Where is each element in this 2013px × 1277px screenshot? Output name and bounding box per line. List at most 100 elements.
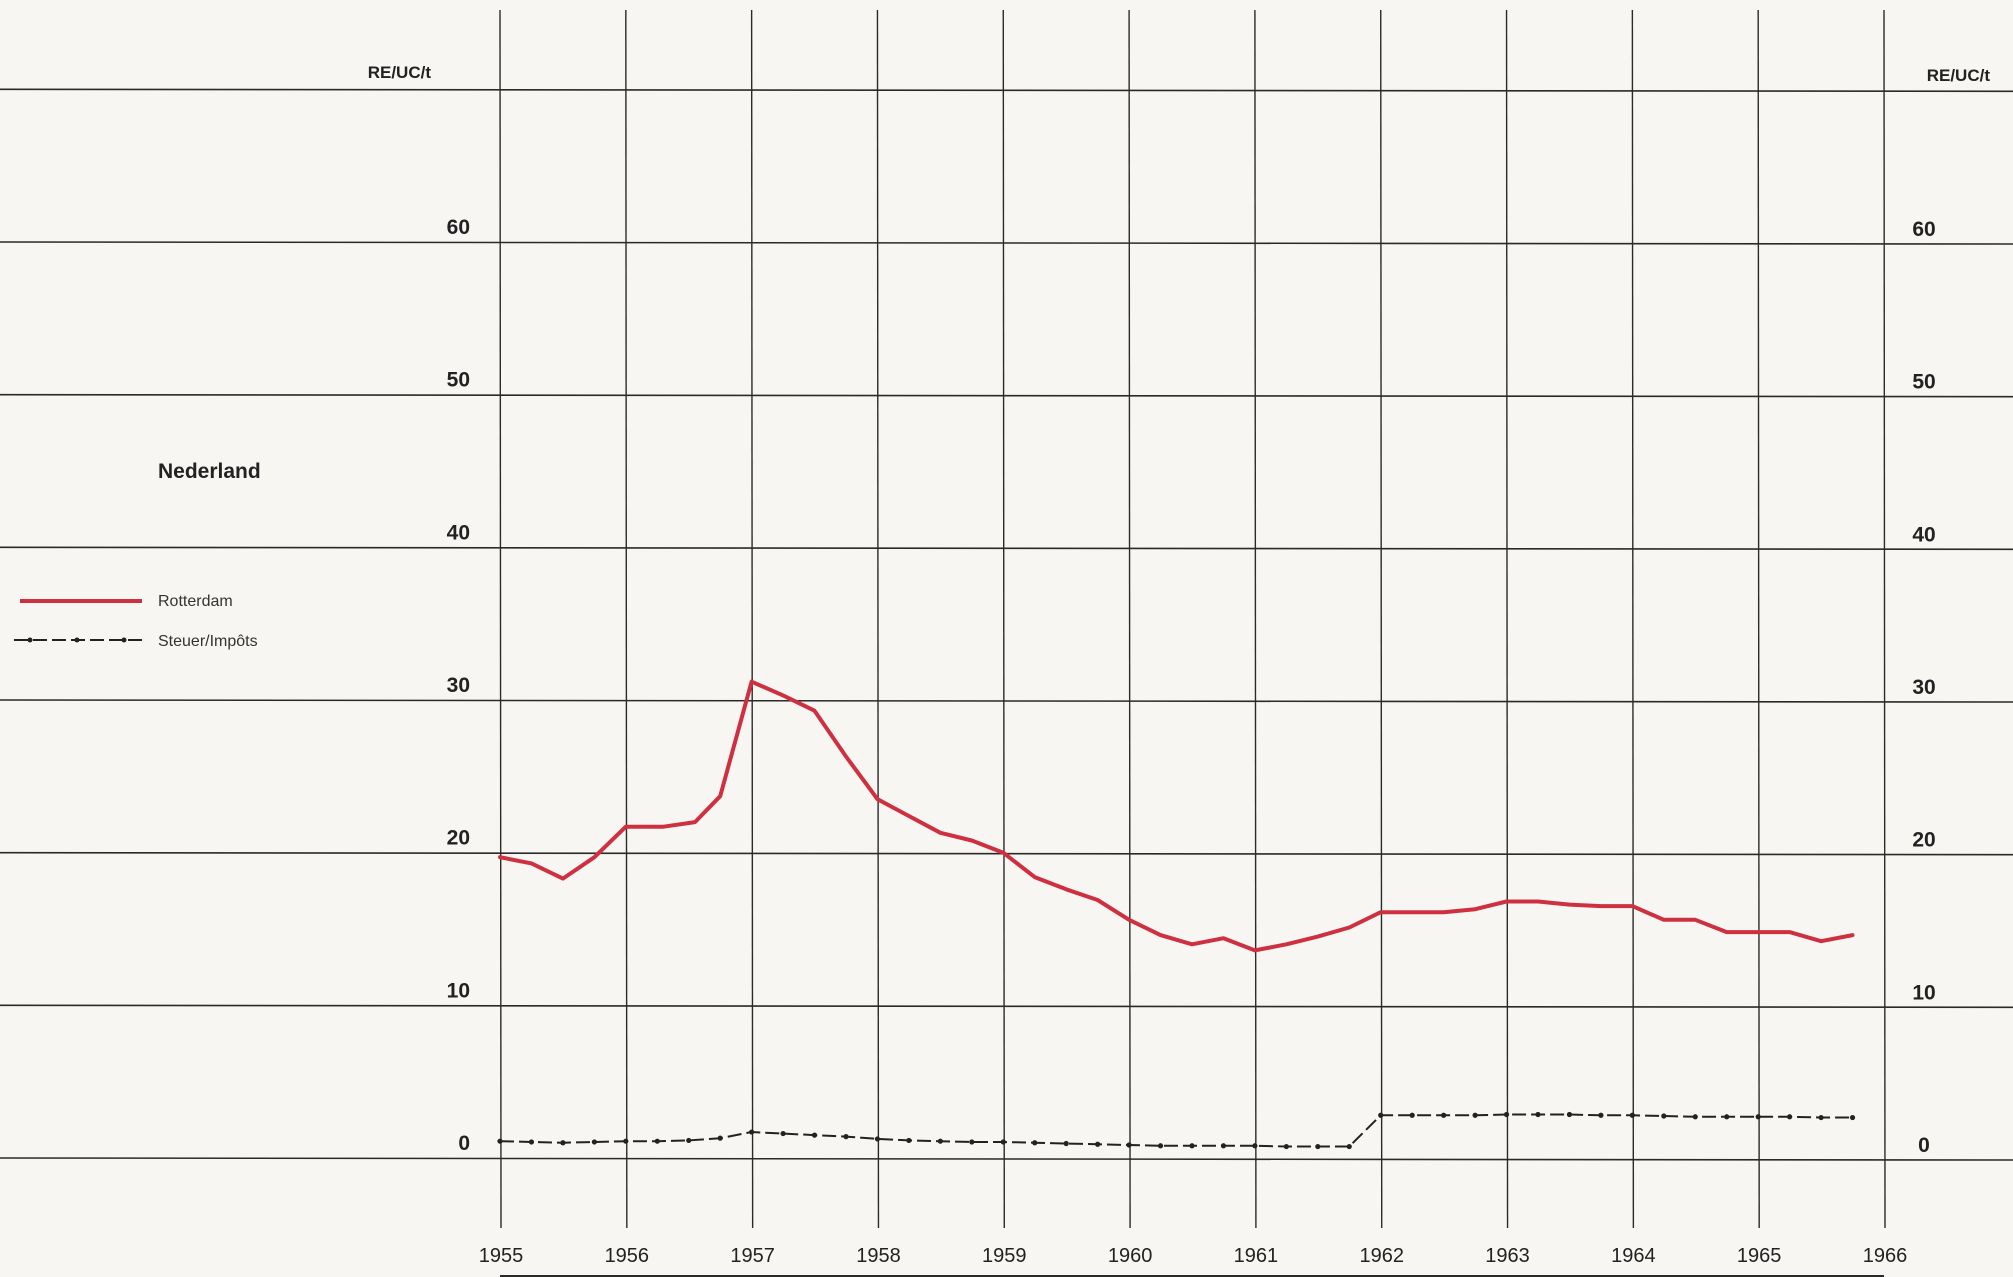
tax-point	[1503, 1111, 1510, 1118]
tax-point	[906, 1137, 912, 1144]
tax-point	[1095, 1141, 1101, 1147]
tax-point	[969, 1139, 975, 1145]
legend-label-rotterdam: Rotterdam	[158, 593, 233, 610]
v-gridline	[1380, 9, 1383, 1229]
legend-tax-dot	[121, 637, 127, 643]
v-gridline	[1002, 9, 1005, 1229]
tax-point	[1252, 1143, 1258, 1149]
legend: Rotterdam Steuer/Impôts	[14, 593, 258, 650]
x-tick-label: 1965	[1737, 1245, 1782, 1267]
y-tick-label-right: 0	[1918, 1134, 1930, 1157]
tax-point	[1849, 1114, 1856, 1121]
tax-point	[843, 1134, 849, 1140]
legend-tax-dot	[27, 637, 33, 643]
x-tick-label: 1962	[1359, 1245, 1404, 1267]
v-gridline	[750, 9, 754, 1229]
tax-point	[1598, 1112, 1604, 1118]
y-tick-label-left: 10	[447, 979, 470, 1002]
y-tick-label-left: 30	[447, 674, 470, 697]
y-axis-left-ticks: 0 10 20 30 40 50 60	[447, 216, 470, 1155]
v-gridline	[1757, 9, 1760, 1229]
v-gridline	[1883, 9, 1886, 1229]
tax-point	[1472, 1112, 1478, 1118]
v-gridline	[625, 9, 628, 1229]
tax-point	[874, 1136, 881, 1142]
legend-tax-dot	[74, 637, 80, 643]
horizontal-gridlines	[0, 88, 2013, 1161]
x-tick-label: 1959	[982, 1245, 1027, 1267]
tax-point	[1000, 1139, 1006, 1145]
series-layer	[497, 679, 1856, 1150]
x-axis-ticks: 1955 1956 1957 1958 1959 1960 1961 1962 1963 1964…	[479, 1245, 1908, 1267]
h-gridline	[0, 88, 2013, 93]
y-axis-right-unit: RE/UC/t	[1927, 66, 1991, 85]
tax-point	[1220, 1143, 1227, 1149]
y-tick-label-right: 40	[1912, 523, 1935, 546]
v-gridline	[1631, 9, 1635, 1229]
y-tick-label-right: 10	[1912, 981, 1935, 1004]
y-tick-label-left: 20	[447, 827, 470, 850]
tax-point	[1535, 1111, 1541, 1118]
x-tick-label: 1955	[479, 1245, 524, 1267]
tax-point	[1126, 1142, 1132, 1148]
tax-point	[811, 1132, 818, 1138]
series-line-tax	[499, 1113, 1853, 1148]
tax-point	[1755, 1114, 1761, 1120]
tax-point	[749, 1129, 755, 1135]
x-tick-label: 1963	[1485, 1245, 1530, 1267]
tax-point	[591, 1139, 597, 1145]
x-tick-label: 1964	[1611, 1245, 1656, 1267]
tax-point	[1818, 1114, 1824, 1121]
tax-point	[654, 1138, 660, 1144]
v-gridline	[876, 9, 880, 1229]
h-gridline	[0, 1157, 2013, 1161]
y-axis-left-unit: RE/UC/t	[368, 63, 432, 82]
tax-point	[1063, 1140, 1069, 1147]
tax-point	[1378, 1112, 1384, 1118]
h-gridline	[0, 393, 2013, 398]
v-gridline	[1254, 9, 1257, 1229]
tax-point	[686, 1137, 692, 1144]
tax-point	[717, 1135, 723, 1141]
tax-point	[1283, 1143, 1289, 1150]
x-tick-label: 1960	[1108, 1245, 1153, 1267]
x-tick-label: 1957	[730, 1245, 775, 1267]
tax-point	[937, 1138, 943, 1144]
tax-point	[1787, 1114, 1793, 1120]
tax-point	[1157, 1143, 1164, 1149]
tax-point	[1189, 1143, 1195, 1149]
y-tick-label-left: 60	[447, 216, 470, 239]
tax-point	[1629, 1112, 1635, 1118]
tax-point	[1692, 1114, 1698, 1120]
y-axis-right-ticks: 0 10 20 30 40 50 60	[1912, 218, 1935, 1157]
x-tick-label: 1958	[856, 1245, 901, 1267]
y-tick-label-left: 0	[458, 1132, 470, 1155]
chart-title: Nederland	[158, 460, 261, 483]
x-tick-label: 1961	[1234, 1245, 1279, 1267]
v-gridline	[1128, 9, 1131, 1229]
y-tick-label-right: 30	[1912, 676, 1935, 699]
tax-point	[497, 1138, 503, 1144]
vertical-gridlines	[499, 9, 1886, 1277]
tax-point	[780, 1130, 786, 1137]
tax-point	[528, 1139, 535, 1145]
legend-label-tax: Steuer/Impôts	[158, 633, 258, 650]
y-tick-label-right: 60	[1912, 218, 1935, 241]
x-tick-label: 1966	[1863, 1245, 1908, 1267]
tax-point	[560, 1140, 566, 1146]
tax-point	[623, 1138, 629, 1144]
series-line-rotterdam	[498, 679, 1855, 953]
tax-point	[1315, 1143, 1321, 1150]
h-gridline	[0, 241, 2013, 245]
y-tick-label-left: 40	[447, 521, 470, 544]
tax-point	[1032, 1140, 1038, 1146]
tax-point	[1409, 1112, 1415, 1118]
tax-point	[1441, 1112, 1447, 1118]
y-tick-label-left: 50	[447, 369, 470, 392]
tax-point	[1566, 1111, 1573, 1118]
h-gridline	[0, 1004, 2013, 1009]
h-gridline	[0, 546, 2013, 551]
tax-point	[1724, 1114, 1730, 1120]
tax-point	[1346, 1143, 1352, 1150]
